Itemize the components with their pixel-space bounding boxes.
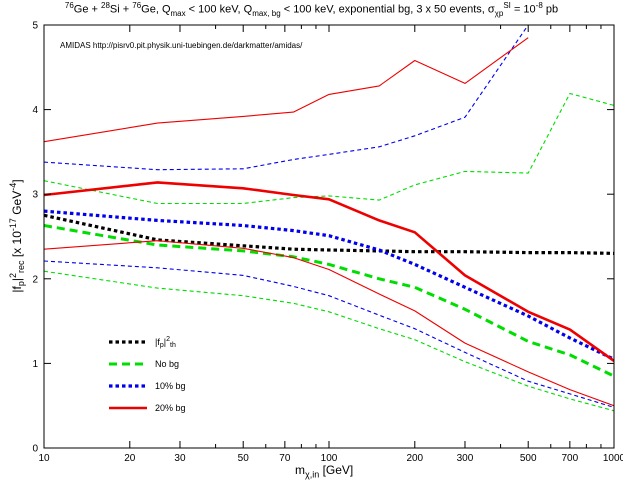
y-tick-label: 5 xyxy=(32,21,38,32)
x-tick-label: 70 xyxy=(279,453,291,464)
series-line-bg10-5 xyxy=(44,25,529,171)
series-line-nobg-1 xyxy=(44,224,614,378)
legend: |fp|2th No bg 10% bg 20% bg xyxy=(109,336,186,413)
y-tick-label: 0 xyxy=(32,444,38,455)
x-tick-label: 200 xyxy=(406,453,423,464)
series-line-bg10-4 xyxy=(44,209,614,361)
legend-label: 20% bg xyxy=(155,403,186,413)
series-line-bg20-9 xyxy=(44,240,614,407)
x-tick-label: 10 xyxy=(38,453,50,464)
chart-title: 76Ge + 28Si + 76Ge, Qmax < 100 keV, Qmax… xyxy=(64,1,559,18)
series-line-bg10-6 xyxy=(44,260,614,408)
y-tick-label: 1 xyxy=(32,359,38,370)
series-line-theory-0 xyxy=(44,213,614,255)
plot-series-group xyxy=(44,25,614,412)
legend-label: No bg xyxy=(155,359,179,369)
y-tick-label: 2 xyxy=(32,274,38,285)
axis-ticks-group: 10 20 30 50 70 100 200 300 500 700 1000 0 1 2 3 4 5 xyxy=(32,21,623,465)
x-tick-label: 100 xyxy=(321,453,338,464)
x-tick-label: 700 xyxy=(562,453,579,464)
x-tick-label: 300 xyxy=(457,453,474,464)
y-tick-label: 3 xyxy=(32,190,38,201)
x-tick-label: 30 xyxy=(174,453,186,464)
series-line-bg20-8 xyxy=(44,37,529,143)
y-axis-label: |fp|2rec [x 10-17 GeV-4] xyxy=(7,179,27,293)
x-tick-label: 20 xyxy=(124,453,136,464)
legend-label: 10% bg xyxy=(155,381,186,391)
x-tick-label: 50 xyxy=(238,453,250,464)
legend-label: |fp|2th xyxy=(155,336,176,349)
x-tick-label: 500 xyxy=(520,453,537,464)
credit-text: AMIDAS http://pisrv0.pit.physik.uni-tueb… xyxy=(60,41,303,50)
y-tick-label: 4 xyxy=(32,105,38,116)
x-axis-label: mχ,in [GeV] xyxy=(295,463,354,480)
series-line-nobg-2 xyxy=(44,92,614,205)
series-line-bg20-7 xyxy=(44,181,614,362)
x-tick-label: 1000 xyxy=(603,453,623,464)
